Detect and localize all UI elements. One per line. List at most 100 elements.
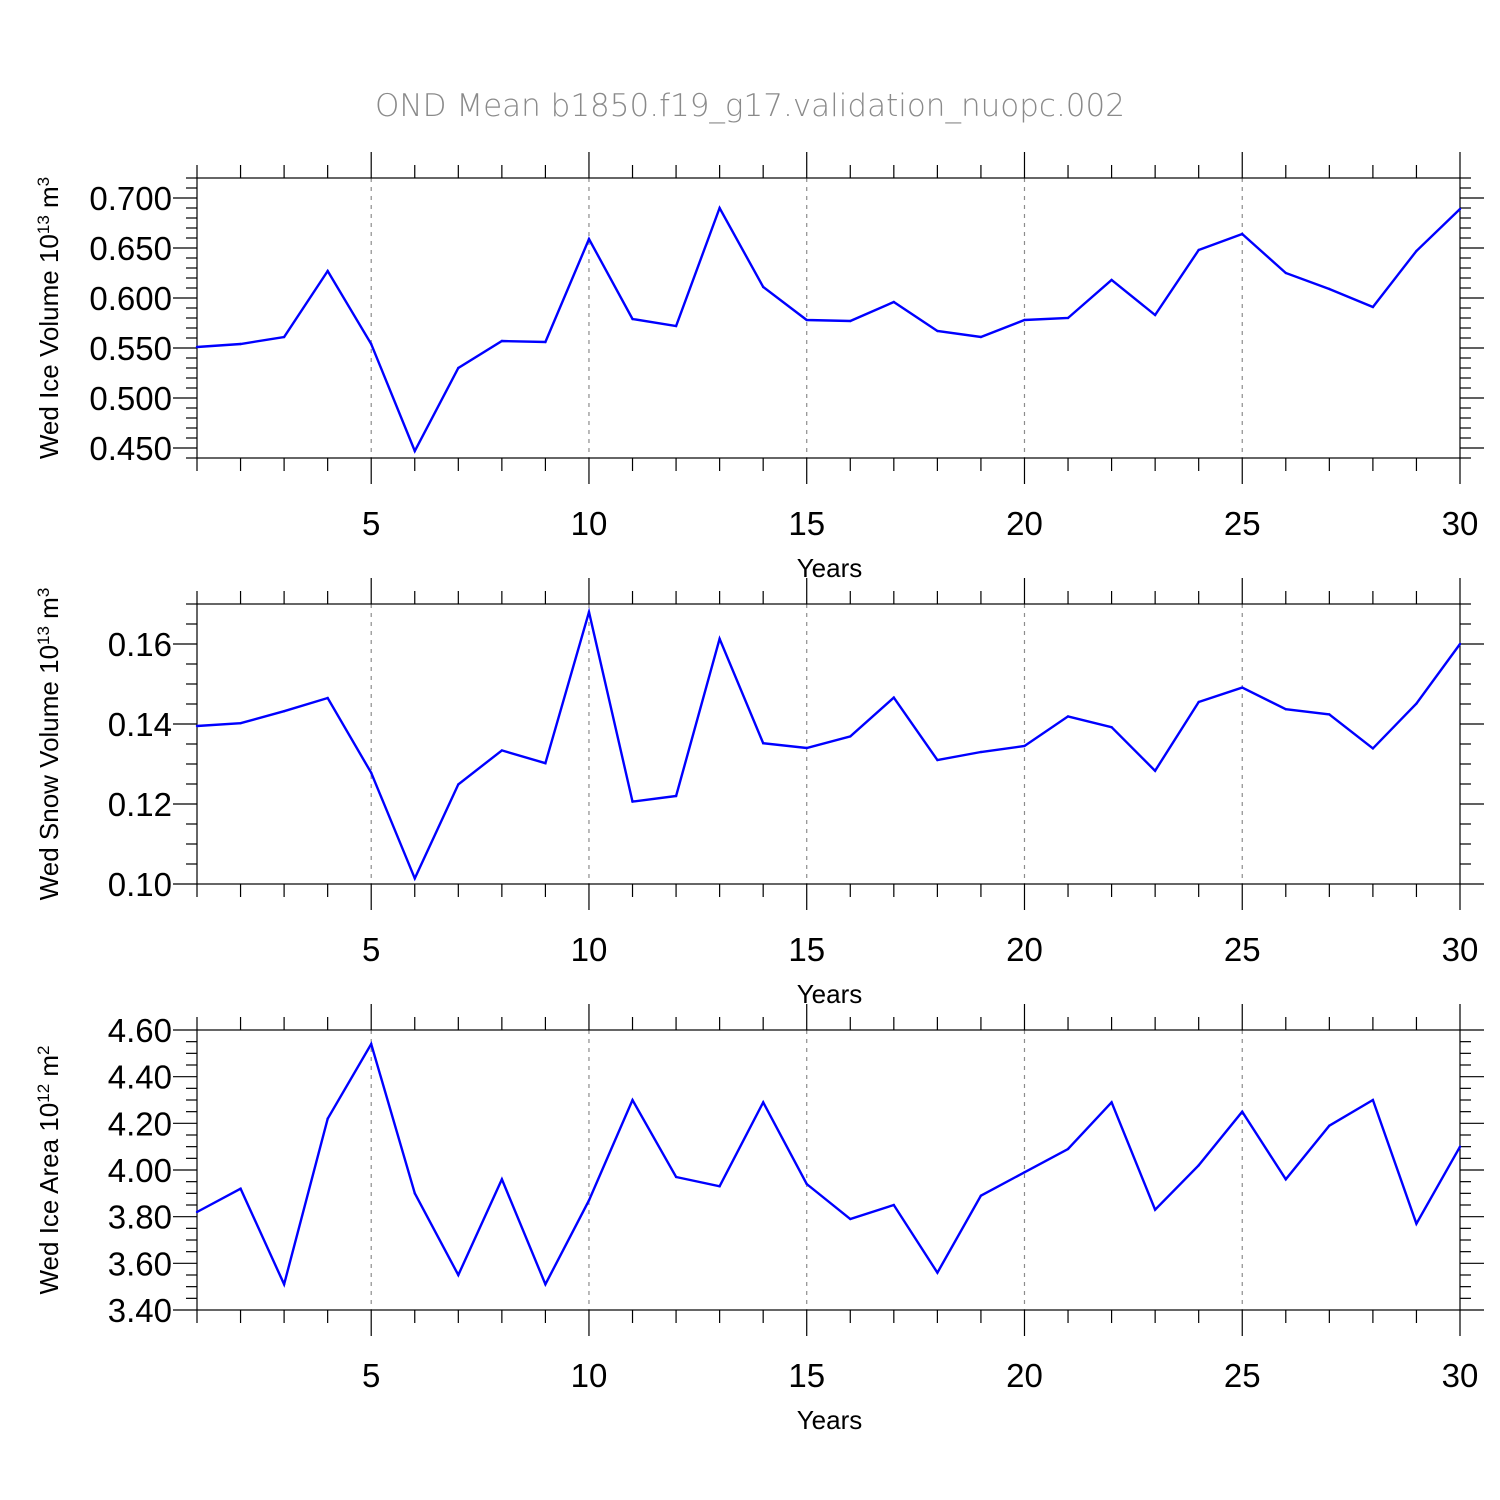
data-point xyxy=(849,735,852,738)
data-point xyxy=(631,800,634,803)
data-point xyxy=(1284,708,1287,711)
y-axis-label: Wed Ice Area 1012 m2 xyxy=(34,1045,65,1294)
data-point xyxy=(1415,249,1418,253)
data-point xyxy=(1328,287,1331,291)
data-point xyxy=(1241,686,1244,689)
data-point xyxy=(195,1210,199,1214)
data-point xyxy=(195,345,199,349)
x-axis-label: Years xyxy=(797,979,863,1009)
data-point xyxy=(849,1217,852,1221)
series-line xyxy=(196,1040,1462,1288)
x-tick-label: 10 xyxy=(571,505,608,542)
y-axis-label-text: Wed Ice Area 10 xyxy=(34,1103,64,1295)
data-point xyxy=(1153,313,1157,317)
y-axis-label-text: Wed Snow Volume 10 xyxy=(34,645,64,900)
x-tick-label: 20 xyxy=(1006,931,1043,968)
data-point xyxy=(979,750,983,754)
data-point xyxy=(239,1187,242,1190)
data-point xyxy=(1110,1101,1113,1104)
data-point xyxy=(544,340,547,344)
y-axis-label-text: m xyxy=(34,186,64,215)
y-tick-label: 3.60 xyxy=(108,1245,172,1282)
data-point xyxy=(457,1273,460,1277)
data-point xyxy=(1197,1164,1200,1167)
data-point xyxy=(457,366,460,370)
data-point xyxy=(674,1175,678,1179)
data-point xyxy=(849,319,852,323)
plot-frame xyxy=(196,603,1461,885)
y-axis-label-text: Wed Ice Volume 10 xyxy=(34,234,64,459)
y-tick-label: 0.700 xyxy=(89,180,172,217)
x-tick-label: 25 xyxy=(1224,505,1261,542)
data-point xyxy=(631,1098,634,1102)
data-point xyxy=(1197,248,1200,252)
data-point xyxy=(1371,305,1375,309)
y-axis-label-exponent: 2 xyxy=(34,1045,53,1054)
data-point xyxy=(805,1182,808,1186)
data-point xyxy=(500,339,504,343)
data-point xyxy=(1153,1208,1157,1211)
x-axis-label: Years xyxy=(797,1405,863,1435)
data-point xyxy=(500,749,504,752)
data-point xyxy=(718,637,721,640)
data-point xyxy=(1023,744,1026,748)
data-point xyxy=(544,762,547,765)
data-point xyxy=(282,710,286,713)
data-point xyxy=(1066,715,1070,718)
data-point xyxy=(1328,1124,1331,1127)
data-point xyxy=(936,329,939,333)
y-axis-label-text: m xyxy=(34,597,64,626)
y-axis-label: Wed Snow Volume 1013 m3 xyxy=(34,588,65,901)
data-point xyxy=(370,771,373,774)
x-tick-label: 5 xyxy=(362,931,380,968)
data-point xyxy=(1458,1145,1462,1148)
data-point xyxy=(805,746,808,750)
data-point xyxy=(326,1117,329,1120)
data-point xyxy=(1110,278,1113,282)
data-point xyxy=(1328,713,1331,716)
y-tick-label: 3.40 xyxy=(108,1292,172,1329)
x-tick-label: 15 xyxy=(788,931,825,968)
x-tick-label: 30 xyxy=(1442,1357,1479,1394)
y-tick-label: 4.40 xyxy=(108,1059,172,1096)
data-point xyxy=(1415,1222,1418,1225)
y-tick-label: 0.10 xyxy=(108,866,172,903)
data-point xyxy=(282,335,286,339)
y-tick-label: 0.650 xyxy=(89,230,172,267)
data-point xyxy=(1241,1110,1244,1113)
chart-title: OND Mean b1850.f19_g17.validation_nuopc.… xyxy=(375,88,1125,124)
data-point xyxy=(1284,271,1287,275)
x-tick-label: 15 xyxy=(788,1357,825,1394)
data-point xyxy=(674,324,678,328)
data-point xyxy=(718,206,721,210)
y-tick-label: 0.600 xyxy=(89,280,172,317)
y-tick-label: 0.14 xyxy=(108,706,172,743)
y-tick-label: 4.60 xyxy=(108,1012,172,1049)
y-tick-label: 4.20 xyxy=(108,1105,172,1142)
data-point xyxy=(587,610,591,614)
data-point xyxy=(195,724,199,728)
plot-frame xyxy=(196,1029,1461,1311)
data-point xyxy=(1023,318,1026,322)
data-point xyxy=(979,1194,983,1197)
panel-2: 0.10 0.12 0.14 0.16 5 10 15 20 25 30 Years Wed Snow… xyxy=(34,578,1484,1009)
y-tick-label: 4.00 xyxy=(108,1152,172,1189)
data-point xyxy=(936,1271,939,1274)
series-line xyxy=(196,607,1461,882)
x-tick-label: 5 xyxy=(362,1357,380,1394)
x-tick-label: 5 xyxy=(362,505,380,542)
data-point xyxy=(1241,232,1244,236)
plot-frame xyxy=(196,177,1461,459)
data-point xyxy=(892,1203,896,1207)
y-tick-label: 0.450 xyxy=(89,430,172,467)
data-point xyxy=(1371,1098,1375,1102)
data-point xyxy=(1023,1171,1026,1174)
x-tick-label: 20 xyxy=(1006,505,1043,542)
x-tick-label: 15 xyxy=(788,505,825,542)
x-tick-label: 25 xyxy=(1224,1357,1261,1394)
data-point xyxy=(979,335,983,339)
data-point xyxy=(413,1192,416,1195)
data-point xyxy=(892,696,896,699)
